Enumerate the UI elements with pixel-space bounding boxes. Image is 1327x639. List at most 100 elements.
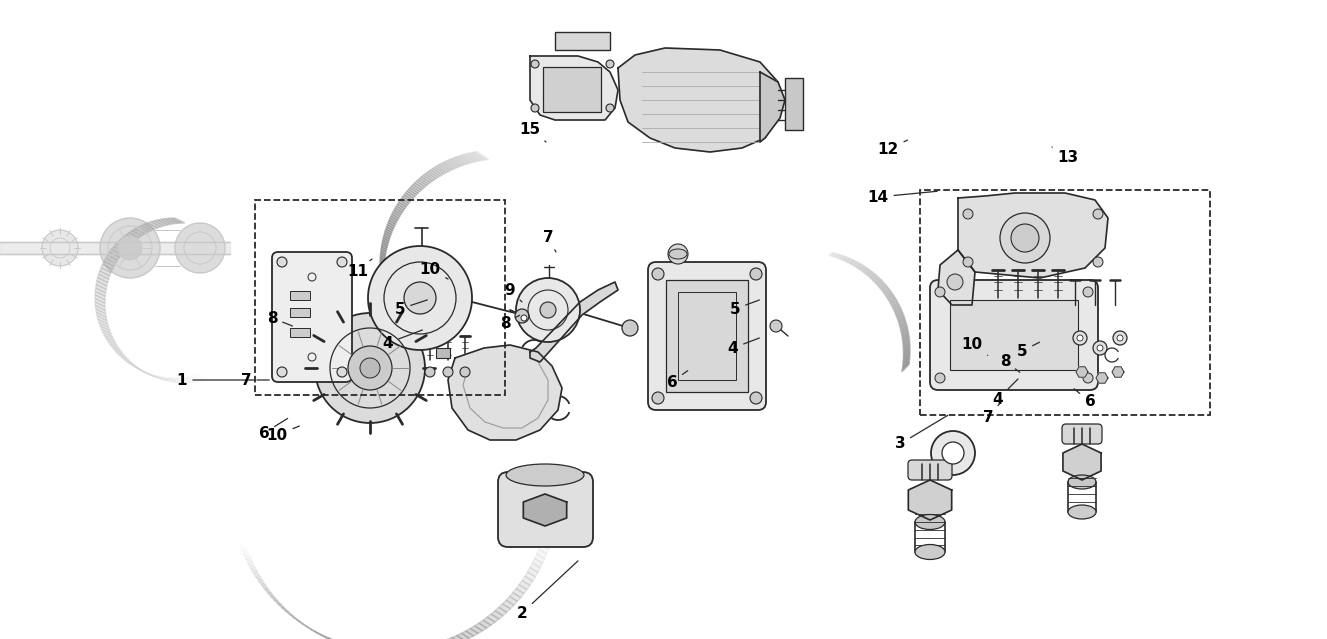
Polygon shape <box>422 175 433 183</box>
Polygon shape <box>133 366 146 373</box>
Polygon shape <box>832 253 837 257</box>
Polygon shape <box>863 268 868 273</box>
Polygon shape <box>385 229 391 235</box>
Ellipse shape <box>506 464 584 486</box>
Polygon shape <box>115 242 129 249</box>
Polygon shape <box>902 335 909 343</box>
Polygon shape <box>519 580 529 590</box>
Circle shape <box>1093 209 1103 219</box>
Polygon shape <box>898 318 905 326</box>
Bar <box>543 67 601 112</box>
Polygon shape <box>129 231 142 238</box>
Polygon shape <box>96 295 105 304</box>
Polygon shape <box>419 176 430 184</box>
Text: 13: 13 <box>1052 147 1079 164</box>
Polygon shape <box>158 219 171 225</box>
Polygon shape <box>305 626 317 633</box>
Polygon shape <box>837 255 843 259</box>
Polygon shape <box>402 195 411 202</box>
Polygon shape <box>427 171 438 179</box>
Polygon shape <box>155 376 169 381</box>
Circle shape <box>1078 335 1083 341</box>
Polygon shape <box>437 165 449 173</box>
Polygon shape <box>958 193 1108 278</box>
Polygon shape <box>433 167 445 175</box>
Polygon shape <box>453 635 464 639</box>
Circle shape <box>360 358 380 378</box>
Circle shape <box>1074 331 1087 345</box>
Polygon shape <box>381 253 385 259</box>
Polygon shape <box>106 339 118 346</box>
Polygon shape <box>380 265 384 270</box>
Circle shape <box>42 230 78 266</box>
Polygon shape <box>503 600 514 609</box>
Polygon shape <box>401 196 410 203</box>
Polygon shape <box>399 198 409 205</box>
Polygon shape <box>121 357 134 365</box>
Polygon shape <box>865 270 871 275</box>
Polygon shape <box>847 258 852 263</box>
Polygon shape <box>98 323 110 331</box>
Polygon shape <box>395 206 403 213</box>
Polygon shape <box>162 377 175 382</box>
Polygon shape <box>900 320 906 328</box>
Polygon shape <box>394 208 402 215</box>
Polygon shape <box>97 312 107 321</box>
Polygon shape <box>417 180 427 187</box>
Polygon shape <box>451 158 463 166</box>
Polygon shape <box>389 220 395 227</box>
Polygon shape <box>1063 444 1101 480</box>
Polygon shape <box>532 558 543 568</box>
Polygon shape <box>398 202 406 209</box>
Polygon shape <box>470 626 483 633</box>
Text: 7: 7 <box>983 403 1001 424</box>
Polygon shape <box>293 617 305 625</box>
FancyBboxPatch shape <box>272 252 352 382</box>
Polygon shape <box>904 346 910 355</box>
Circle shape <box>652 392 664 404</box>
Polygon shape <box>902 337 909 345</box>
Polygon shape <box>459 155 472 163</box>
Circle shape <box>1083 373 1093 383</box>
Polygon shape <box>142 371 155 377</box>
Bar <box>291 328 311 337</box>
Polygon shape <box>904 351 910 360</box>
Polygon shape <box>423 174 434 181</box>
Polygon shape <box>126 362 139 369</box>
Circle shape <box>425 367 435 377</box>
Text: 4: 4 <box>382 330 422 351</box>
Polygon shape <box>138 226 151 232</box>
Polygon shape <box>381 256 385 261</box>
Text: 8: 8 <box>267 311 292 326</box>
Polygon shape <box>252 572 263 581</box>
FancyBboxPatch shape <box>648 262 766 410</box>
Circle shape <box>963 209 973 219</box>
Polygon shape <box>97 277 107 286</box>
Polygon shape <box>445 161 456 169</box>
Circle shape <box>936 373 945 383</box>
Text: 1: 1 <box>176 373 255 387</box>
Polygon shape <box>104 258 115 266</box>
Ellipse shape <box>916 544 945 560</box>
Polygon shape <box>886 293 893 300</box>
Text: 7: 7 <box>240 373 269 387</box>
Polygon shape <box>902 361 909 370</box>
Polygon shape <box>123 360 137 367</box>
Polygon shape <box>896 309 902 316</box>
Text: 14: 14 <box>868 190 937 204</box>
Polygon shape <box>877 281 884 287</box>
Polygon shape <box>382 242 387 248</box>
Polygon shape <box>285 611 297 619</box>
Polygon shape <box>506 596 518 605</box>
Bar <box>437 348 450 358</box>
Polygon shape <box>161 219 175 224</box>
Polygon shape <box>130 364 142 371</box>
Polygon shape <box>881 285 888 291</box>
Text: 4: 4 <box>727 338 759 355</box>
Polygon shape <box>386 224 393 231</box>
Polygon shape <box>289 614 301 622</box>
Circle shape <box>314 313 425 423</box>
Polygon shape <box>381 251 386 256</box>
Polygon shape <box>904 353 910 362</box>
Polygon shape <box>909 480 951 520</box>
